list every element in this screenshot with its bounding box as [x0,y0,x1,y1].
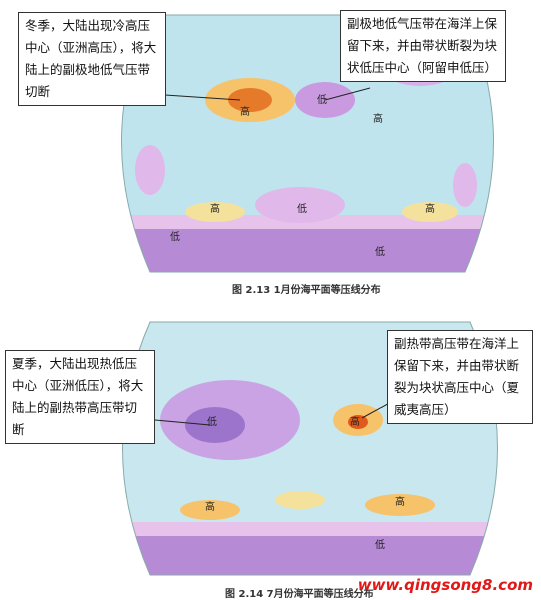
pressure-label: 高 [373,112,383,125]
caption: 图 2.14 7月份海平面等压线分布 [225,589,374,600]
watermark: www.qingsong8.com [357,576,533,594]
caption: 图 2.13 1月份海平面等压线分布 [232,285,381,296]
pressure-label: 低 [297,202,307,215]
pressure-label: 高 [425,202,435,215]
pressure-label: 低 [207,415,217,428]
callout: 副极地低气压带在海洋上保留下来，并由带状断裂为块状低压中心（阿留申低压） [340,10,506,82]
callout: 夏季，大陆出现热低压中心（亚洲低压），将大陆上的副热带高压带切断 [5,350,155,444]
pressure-label: 高 [350,415,360,428]
pressure-label: 低 [317,93,327,106]
pressure-label: 高 [205,500,215,513]
pressure-label: 高 [240,105,250,118]
callout: 副热带高压带在海洋上保留下来，并由带状断裂为块状高压中心（夏威夷高压） [387,330,533,424]
callout: 冬季，大陆出现冷高压中心（亚洲高压），将大陆上的副极地低气压带切断 [18,12,166,106]
callout-arrows [154,87,396,426]
pressure-label: 低 [375,245,385,258]
pressure-label: 高 [395,495,405,508]
july-map [122,322,498,575]
pressure-label: 低 [375,538,385,551]
pressure-label: 高 [210,202,220,215]
pressure-label: 低 [170,230,180,243]
